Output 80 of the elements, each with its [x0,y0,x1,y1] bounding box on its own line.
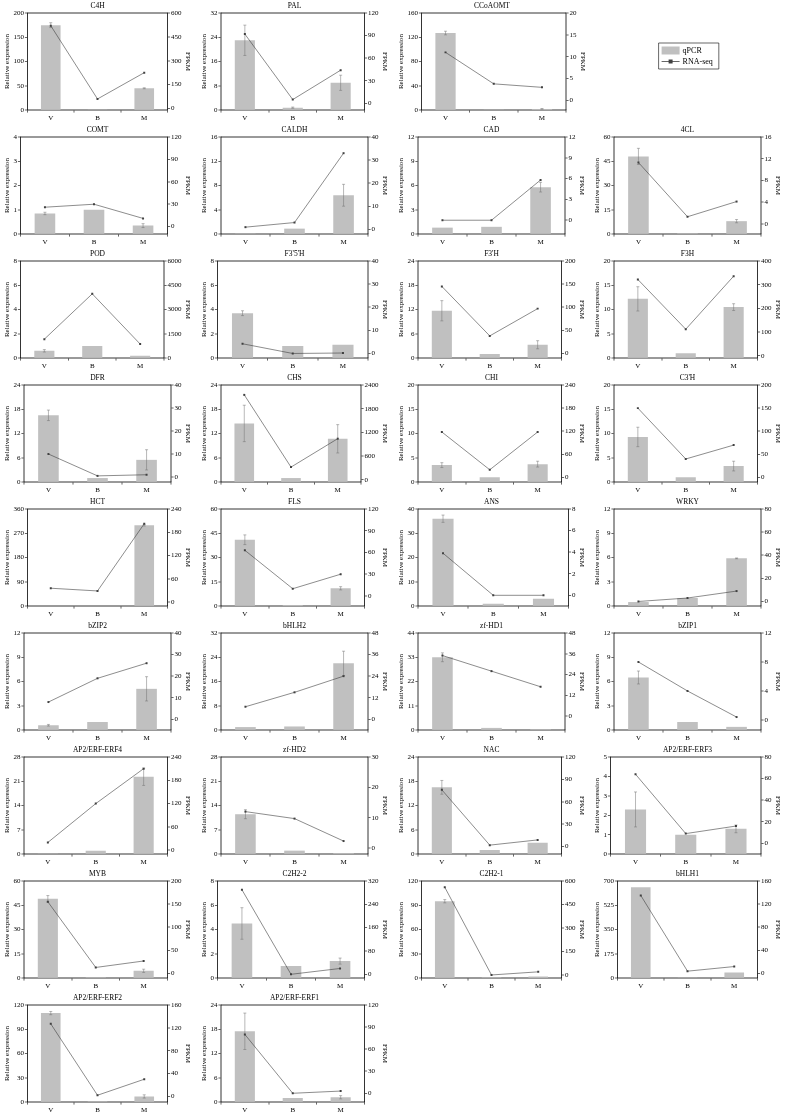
bar [431,310,452,358]
bar [85,850,106,854]
bar [628,602,649,606]
legend-label: qPCR [682,45,703,55]
bar [234,423,255,482]
bar [724,972,745,978]
bar [627,436,648,482]
bar [132,225,154,234]
bar [675,353,696,358]
bar [530,187,551,234]
bar [630,887,651,978]
bar [38,725,59,730]
bar [435,33,456,110]
bar [40,25,61,110]
bar [333,195,354,234]
bar [481,226,502,234]
bar [330,82,351,110]
bar [479,477,500,482]
bar [231,313,254,358]
bar [628,156,649,234]
bar [527,344,548,358]
bar [235,814,256,854]
bar [327,438,348,482]
bar [87,722,108,730]
bar [726,558,747,606]
bar [133,776,154,854]
bar [136,688,157,730]
bar [677,598,698,606]
bar [333,663,354,730]
bar [725,828,747,854]
bar [434,901,455,978]
bar [432,518,454,606]
bar [136,459,157,482]
bar [432,657,453,730]
bar [282,1098,303,1102]
bar [134,1096,155,1102]
bar [34,350,55,358]
bar [38,415,59,482]
bar [431,787,452,854]
bar [87,478,108,482]
bar [83,209,105,234]
bar [532,598,555,606]
bar [677,722,698,730]
bar [723,466,744,482]
bar [675,477,696,482]
bar [726,221,747,234]
bar [330,1097,351,1102]
bar [432,227,453,234]
bar [479,850,500,854]
bar [37,898,58,978]
bar [82,345,103,358]
bar [431,465,452,482]
bar [231,923,253,978]
bar [234,1031,255,1102]
bar [527,464,548,482]
bar [479,354,500,358]
bar [726,726,747,730]
bar [34,213,56,234]
bar [40,1013,61,1102]
bar [723,307,744,358]
bar [332,344,354,358]
bar [281,478,301,482]
bar [134,88,155,110]
bar [284,850,305,854]
bar [627,298,648,358]
bar [235,727,256,730]
bar [330,588,351,606]
bar [130,355,151,358]
bar [133,970,154,978]
bar [624,809,647,854]
bar [329,961,351,978]
legend-label: RNA-seq [682,56,713,66]
bar [675,834,697,854]
bar [234,539,255,606]
bar [234,40,255,110]
bar [527,842,548,854]
bar [628,677,649,730]
bar [482,603,504,606]
bar [284,228,305,234]
bar [284,726,305,730]
